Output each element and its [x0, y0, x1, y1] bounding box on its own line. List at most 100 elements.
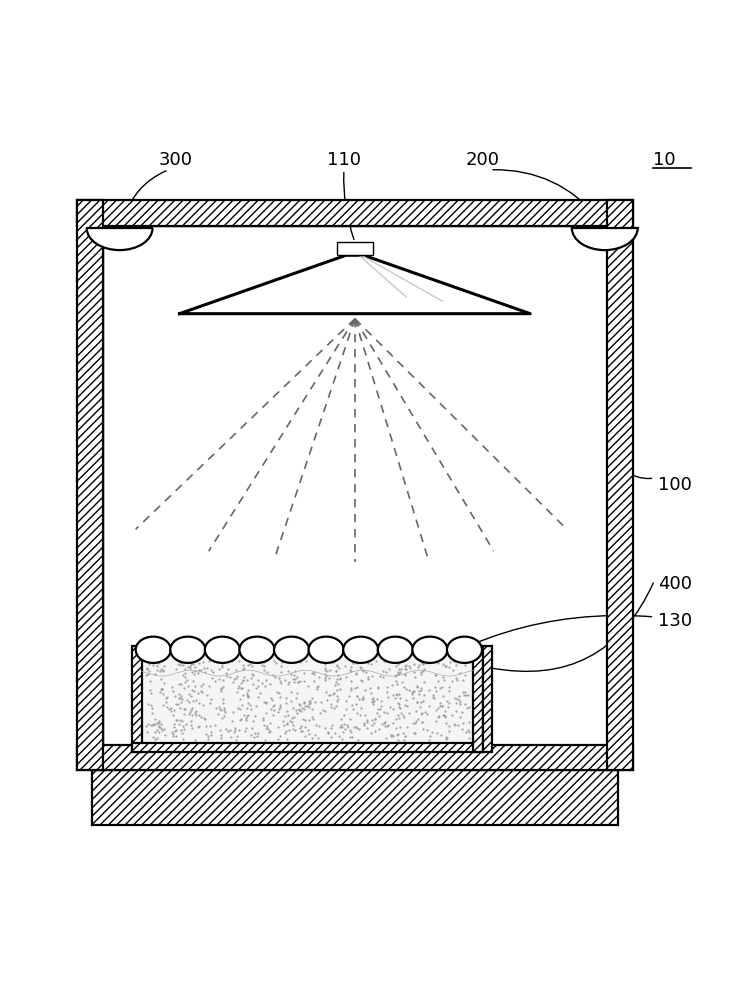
Point: [398, 679, 409, 695]
Point: [451, 672, 463, 688]
Point: [423, 698, 435, 714]
Point: [392, 664, 404, 680]
Point: [236, 711, 248, 727]
Point: [344, 662, 355, 678]
Point: [188, 683, 200, 699]
Point: [280, 723, 292, 739]
Point: [235, 680, 247, 696]
Point: [167, 683, 179, 699]
Point: [231, 670, 242, 686]
Point: [432, 655, 444, 671]
Point: [236, 675, 248, 691]
Point: [319, 662, 331, 678]
Point: [390, 653, 402, 669]
Point: [196, 684, 208, 700]
Point: [249, 725, 261, 741]
Point: [343, 688, 355, 704]
Point: [185, 656, 197, 672]
Point: [415, 664, 427, 680]
Point: [457, 704, 469, 720]
Point: [353, 691, 365, 707]
Point: [260, 705, 272, 721]
Point: [236, 680, 248, 696]
Point: [358, 715, 370, 731]
Point: [327, 654, 339, 670]
Bar: [78, 745, 633, 770]
Point: [351, 720, 363, 736]
Point: [344, 711, 356, 727]
Point: [385, 727, 397, 743]
Point: [396, 674, 408, 690]
Point: [214, 701, 225, 717]
Point: [299, 712, 311, 728]
Point: [427, 687, 439, 703]
Point: [189, 678, 201, 694]
Point: [287, 710, 299, 726]
Point: [292, 674, 304, 690]
Point: [331, 693, 343, 709]
Point: [189, 659, 201, 675]
Point: [382, 717, 394, 733]
Point: [252, 725, 264, 741]
Point: [372, 705, 384, 721]
Point: [307, 730, 319, 746]
Point: [350, 680, 361, 696]
Text: 300: 300: [159, 151, 193, 169]
Point: [324, 662, 336, 678]
Point: [241, 672, 253, 688]
Point: [181, 692, 193, 708]
Bar: [92, 770, 618, 825]
Point: [356, 673, 368, 689]
Point: [379, 714, 391, 730]
Point: [450, 670, 462, 686]
Point: [289, 722, 301, 738]
Point: [154, 714, 166, 730]
Point: [307, 673, 319, 689]
Point: [447, 662, 459, 678]
Point: [395, 664, 406, 680]
Point: [325, 720, 337, 736]
Point: [387, 687, 399, 703]
Point: [282, 703, 293, 719]
Point: [330, 663, 341, 679]
Point: [152, 715, 164, 731]
Point: [289, 663, 301, 679]
Point: [258, 662, 270, 678]
Point: [389, 711, 401, 727]
Point: [310, 717, 321, 733]
Point: [415, 655, 427, 671]
Point: [352, 655, 364, 671]
Point: [140, 718, 151, 734]
Point: [313, 718, 325, 734]
Point: [224, 722, 236, 738]
Point: [234, 712, 245, 728]
Point: [359, 682, 371, 698]
Point: [374, 701, 386, 717]
Point: [454, 709, 466, 725]
Point: [188, 693, 200, 709]
Point: [408, 683, 420, 699]
Point: [443, 723, 454, 739]
Point: [149, 666, 161, 682]
Point: [216, 710, 228, 726]
Point: [364, 680, 376, 696]
Point: [334, 670, 346, 686]
Point: [151, 730, 163, 746]
Point: [187, 656, 199, 672]
Point: [296, 700, 307, 716]
Point: [239, 723, 251, 739]
Point: [358, 717, 370, 733]
Point: [416, 714, 428, 730]
Point: [186, 664, 198, 680]
Point: [259, 678, 271, 694]
Point: [401, 692, 412, 708]
Point: [392, 666, 404, 682]
Point: [456, 721, 468, 737]
Point: [184, 704, 196, 720]
Point: [149, 731, 161, 747]
Point: [401, 661, 412, 677]
Point: [189, 663, 201, 679]
Point: [140, 660, 152, 676]
Point: [381, 684, 392, 700]
Point: [177, 667, 189, 683]
